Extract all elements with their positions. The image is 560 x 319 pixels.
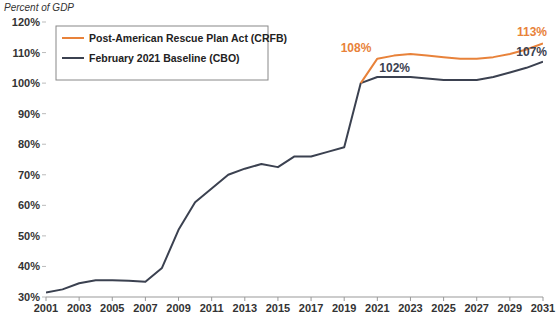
series-line bbox=[46, 62, 543, 293]
x-tick bbox=[543, 297, 544, 301]
x-axis-line bbox=[46, 297, 543, 298]
y-tick-label: 80% bbox=[18, 138, 40, 150]
x-tick bbox=[377, 297, 378, 301]
x-tick-label: 2017 bbox=[299, 302, 323, 314]
x-tick bbox=[443, 297, 444, 301]
y-tick-label: 40% bbox=[18, 260, 40, 272]
x-tick-label: 2009 bbox=[166, 302, 190, 314]
x-tick bbox=[211, 297, 212, 301]
data-label: 108% bbox=[341, 41, 372, 55]
y-tick bbox=[42, 52, 46, 53]
x-tick-label: 2001 bbox=[34, 302, 58, 314]
y-tick-label: 100% bbox=[12, 77, 40, 89]
x-tick bbox=[178, 297, 179, 301]
data-label: 107% bbox=[516, 45, 547, 59]
data-label: 102% bbox=[379, 61, 410, 75]
y-tick-label: 60% bbox=[18, 199, 40, 211]
y-tick-label: 70% bbox=[18, 169, 40, 181]
y-tick bbox=[42, 83, 46, 84]
x-tick-label: 2003 bbox=[67, 302, 91, 314]
x-tick-label: 2027 bbox=[464, 302, 488, 314]
y-tick-label: 120% bbox=[12, 16, 40, 28]
x-tick-label: 2019 bbox=[332, 302, 356, 314]
y-tick-label: 50% bbox=[18, 230, 40, 242]
y-tick bbox=[42, 297, 46, 298]
x-tick bbox=[344, 297, 345, 301]
x-tick-label: 2021 bbox=[365, 302, 389, 314]
legend-label: Post-American Rescue Plan Act (CRFB) bbox=[89, 32, 287, 44]
y-tick bbox=[42, 144, 46, 145]
x-tick bbox=[145, 297, 146, 301]
x-tick bbox=[112, 297, 113, 301]
x-tick-label: 2031 bbox=[531, 302, 555, 314]
y-tick-label: 110% bbox=[12, 47, 40, 59]
x-tick bbox=[46, 297, 47, 301]
x-tick-label: 2029 bbox=[498, 302, 522, 314]
x-tick bbox=[476, 297, 477, 301]
x-tick-label: 2025 bbox=[431, 302, 455, 314]
x-tick-label: 2013 bbox=[233, 302, 257, 314]
x-tick bbox=[509, 297, 510, 301]
legend-label: February 2021 Baseline (CBO) bbox=[89, 52, 240, 64]
data-label: 113% bbox=[517, 25, 547, 39]
y-tick bbox=[42, 174, 46, 175]
x-tick-label: 2005 bbox=[100, 302, 124, 314]
x-tick-label: 2015 bbox=[266, 302, 290, 314]
x-tick-label: 2023 bbox=[398, 302, 422, 314]
y-tick bbox=[42, 113, 46, 114]
legend-swatch bbox=[62, 57, 84, 59]
legend-swatch bbox=[62, 37, 84, 39]
x-tick-label: 2011 bbox=[200, 302, 224, 314]
plot-area bbox=[46, 43, 543, 292]
y-tick bbox=[42, 22, 46, 23]
y-axis-label: Percent of GDP bbox=[4, 2, 74, 13]
x-tick bbox=[244, 297, 245, 301]
y-tick-label: 90% bbox=[18, 108, 40, 120]
x-tick bbox=[410, 297, 411, 301]
y-tick bbox=[42, 205, 46, 206]
chart: Percent of GDP30%40%50%60%70%80%90%100%1… bbox=[0, 0, 560, 319]
y-tick bbox=[42, 266, 46, 267]
x-tick bbox=[79, 297, 80, 301]
x-tick-label: 2007 bbox=[133, 302, 157, 314]
y-tick bbox=[42, 235, 46, 236]
x-tick bbox=[277, 297, 278, 301]
x-tick bbox=[311, 297, 312, 301]
